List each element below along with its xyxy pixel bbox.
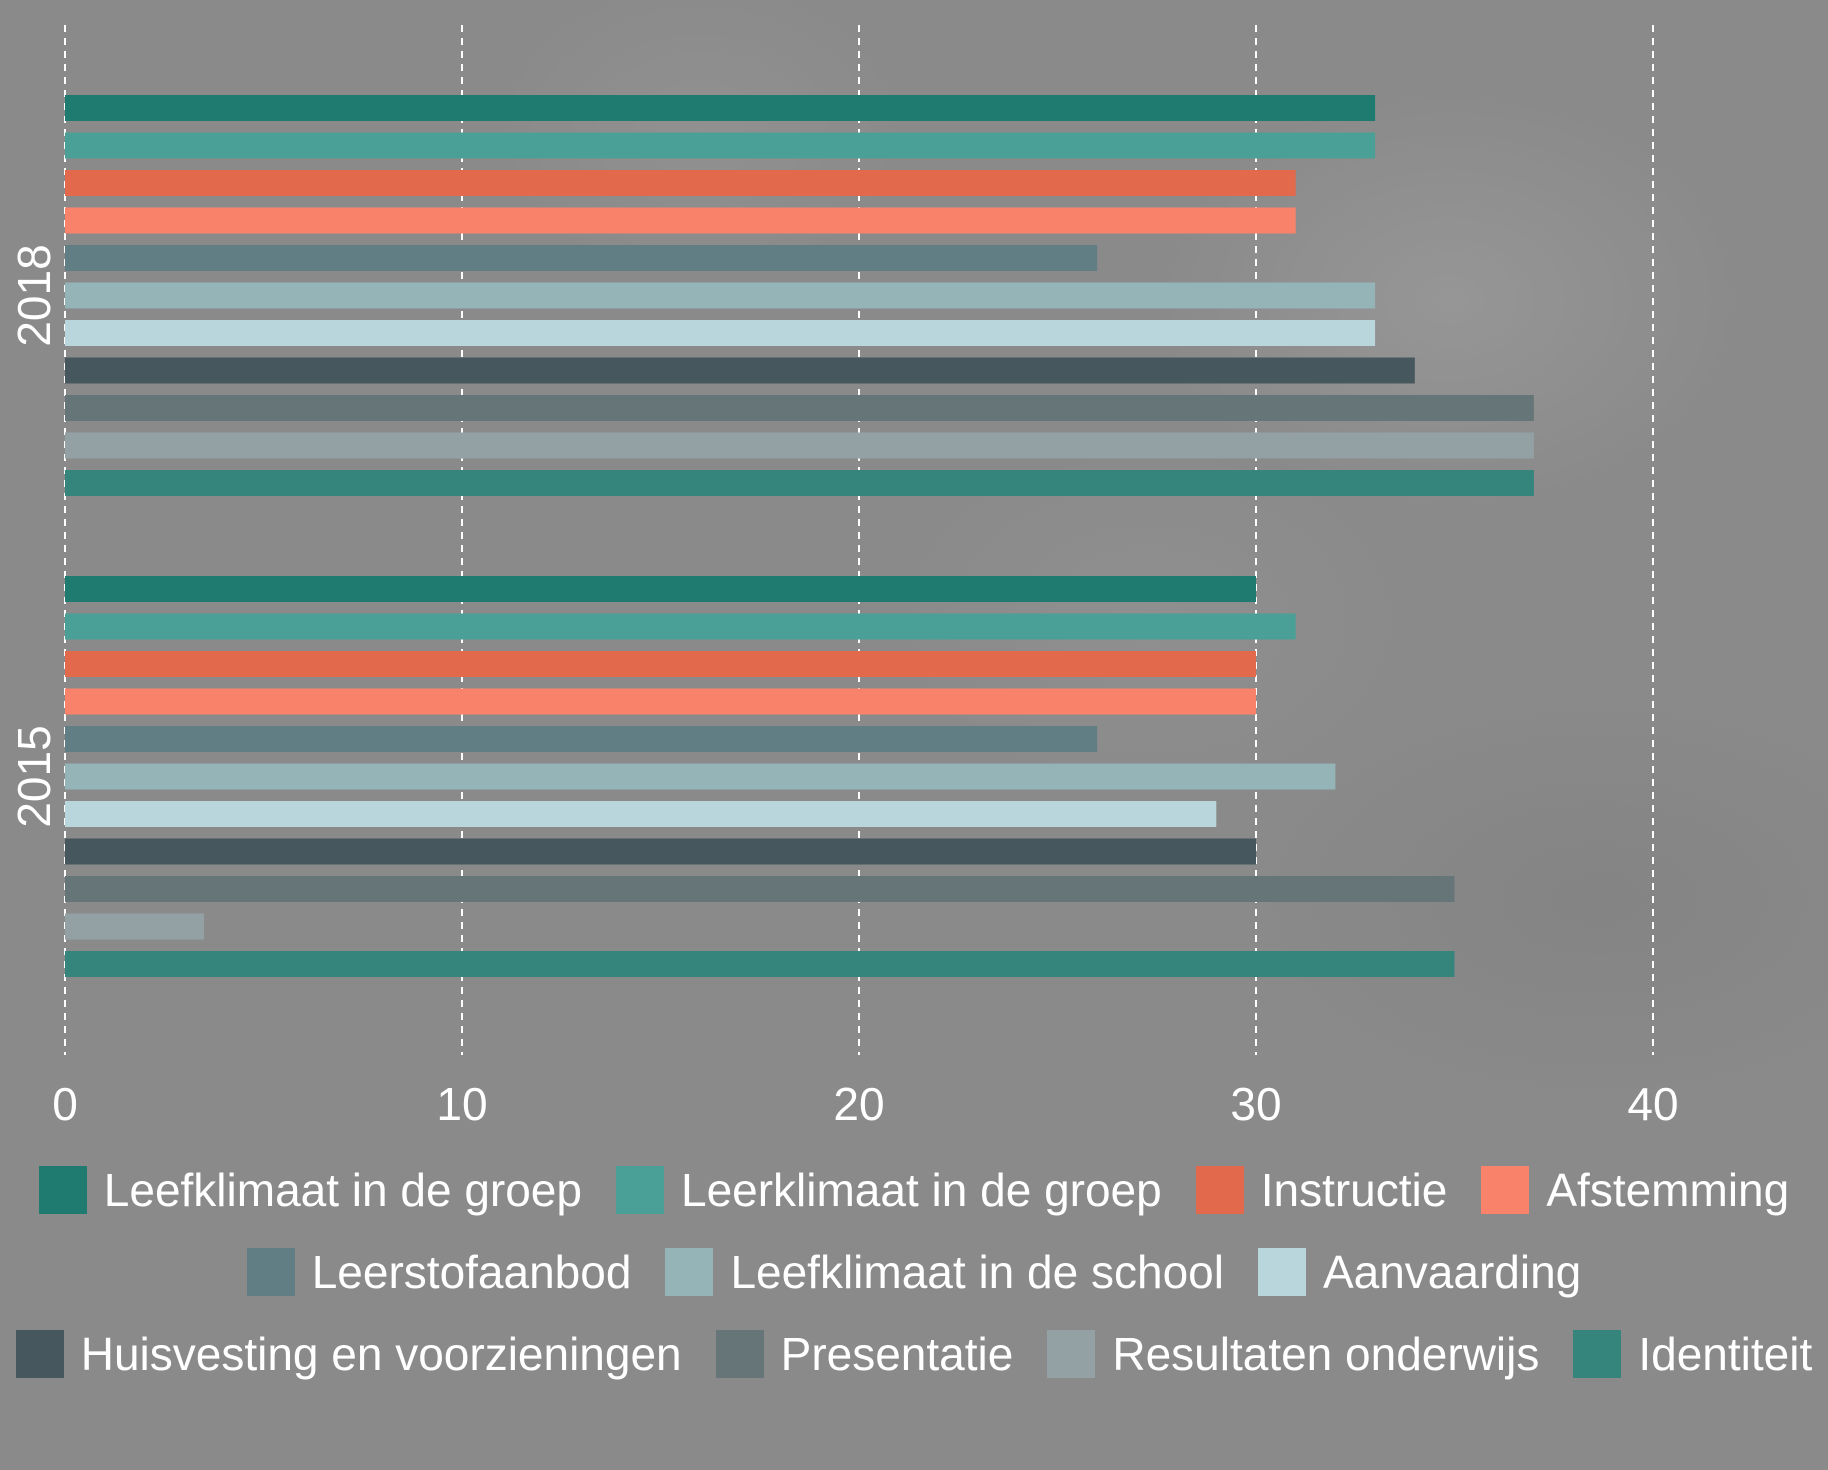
legend-item: Leerstofaanbod xyxy=(246,1246,632,1298)
bars xyxy=(65,95,1534,977)
bar xyxy=(65,395,1534,421)
legend-label: Resultaten onderwijs xyxy=(1112,1328,1540,1380)
bar xyxy=(65,470,1534,496)
legend-label: Leerklimaat in de groep xyxy=(680,1164,1162,1216)
legend-item: Resultaten onderwijs xyxy=(1047,1329,1539,1379)
legend-label: Leefklimaat in de groep xyxy=(103,1164,582,1216)
legend-label: Huisvesting en voorzieningen xyxy=(80,1328,682,1380)
bar xyxy=(65,132,1376,159)
bar xyxy=(65,432,1534,459)
x-tick-label: 40 xyxy=(1627,1078,1678,1130)
bar xyxy=(65,876,1455,902)
bar xyxy=(65,576,1256,602)
legend-label: Aanvaarding xyxy=(1322,1246,1582,1298)
x-tick-label: 30 xyxy=(1230,1078,1281,1130)
legend-label: Afstemming xyxy=(1546,1164,1790,1216)
x-axis-labels: 0 10 20 30 40 xyxy=(52,1078,1678,1130)
legend-swatch xyxy=(38,1166,87,1214)
legend-label: Leerstofaanbod xyxy=(311,1246,632,1298)
bar xyxy=(65,688,1256,715)
bar xyxy=(65,613,1296,640)
y-axis-labels: 2018 2015 xyxy=(8,244,60,827)
x-tick-label: 20 xyxy=(833,1078,884,1130)
bar xyxy=(65,320,1376,346)
bar xyxy=(65,357,1415,384)
x-tick-label: 0 xyxy=(52,1078,78,1130)
legend-item: Instructie xyxy=(1195,1164,1448,1216)
legend-swatch xyxy=(1257,1248,1306,1296)
legend-swatch xyxy=(1195,1166,1244,1214)
legend-label: Instructie xyxy=(1260,1164,1448,1216)
y-category-label: 2018 xyxy=(8,244,60,346)
legend-swatch xyxy=(1481,1166,1530,1214)
legend-label: Leefklimaat in de school xyxy=(730,1246,1224,1298)
legend-item: Leefklimaat in de groep xyxy=(38,1164,582,1216)
legend-swatch xyxy=(1047,1330,1096,1378)
legend-label: Identiteit xyxy=(1638,1328,1813,1380)
legend-item: Huisvesting en voorzieningen xyxy=(15,1328,682,1380)
legend-swatch xyxy=(615,1166,664,1214)
x-tick-label: 10 xyxy=(436,1078,487,1130)
legend: Leefklimaat in de groep Leerklimaat in de… xyxy=(0,1165,1828,1379)
bar xyxy=(65,207,1296,234)
legend-item: Aanvaarding xyxy=(1257,1246,1582,1298)
bar xyxy=(65,726,1098,752)
y-category-label: 2015 xyxy=(8,725,60,827)
legend-item: Afstemming xyxy=(1481,1165,1789,1215)
legend-swatch xyxy=(715,1330,764,1378)
bar xyxy=(65,170,1296,196)
bar xyxy=(65,838,1256,865)
bar xyxy=(65,282,1376,309)
bar xyxy=(65,95,1376,121)
legend-label: Presentatie xyxy=(780,1328,1014,1380)
legend-item: Leefklimaat in de school xyxy=(665,1247,1224,1297)
legend-swatch xyxy=(15,1330,64,1378)
bar xyxy=(65,763,1336,790)
bar xyxy=(65,951,1455,977)
legend-swatch xyxy=(665,1248,714,1296)
bar xyxy=(65,245,1098,271)
bar xyxy=(65,651,1256,677)
legend-swatch xyxy=(246,1248,295,1296)
bar-chart: 2018 2015 0 10 20 30 40 xyxy=(8,25,1679,1130)
legend-item: Presentatie xyxy=(715,1328,1014,1380)
bar xyxy=(65,913,204,940)
legend-item: Identiteit xyxy=(1573,1329,1812,1379)
legend-item: Leerklimaat in de groep xyxy=(615,1164,1162,1216)
legend-swatch xyxy=(1573,1330,1622,1378)
bar xyxy=(65,801,1217,827)
